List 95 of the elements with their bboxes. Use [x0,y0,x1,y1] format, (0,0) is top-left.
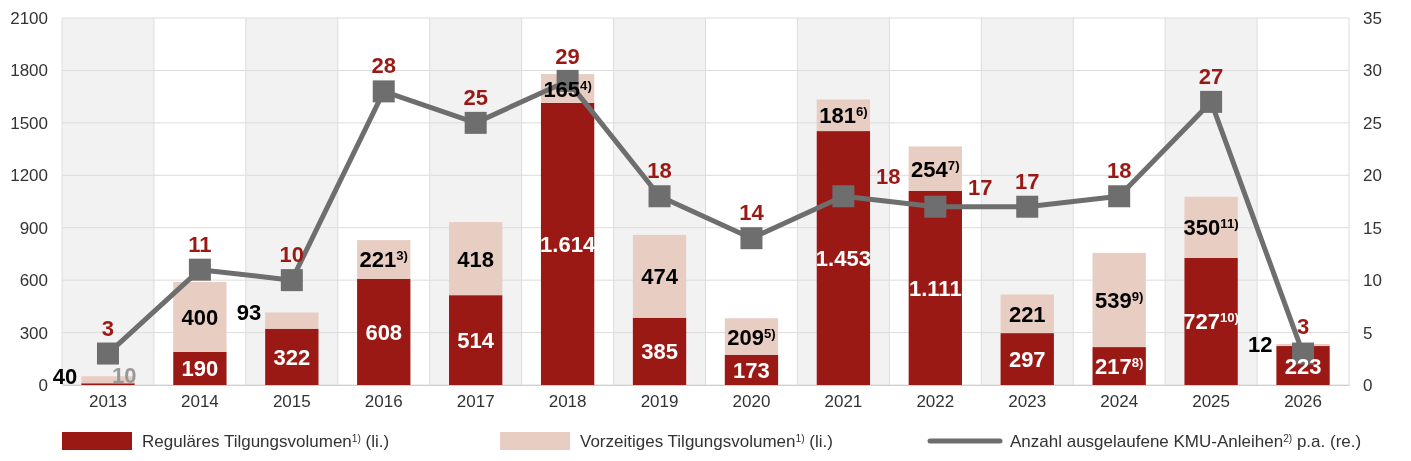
data-label: 350$^{11)}$ [1183,215,1239,241]
y-tick-label: 1200 [10,166,48,186]
y-tick-label: 1800 [10,61,48,81]
bar [173,281,227,352]
bar [357,278,411,385]
point [464,111,487,134]
point [832,185,855,208]
x-tick-label: 2014 [180,392,219,412]
data-label: 223 [1284,353,1322,379]
data-label: 3 [1296,313,1310,339]
data-label: 400 [181,304,219,330]
point [1016,195,1039,218]
point [96,342,119,365]
data-label: 40 [52,364,78,390]
data-label: 10 [279,242,305,268]
bar [1184,257,1238,385]
data-label: 29 [555,44,580,70]
y-tick-label: 0 [38,375,48,395]
x-tick-label: 2013 [89,392,127,412]
bar [449,295,503,385]
x-tick-label: 2015 [272,392,311,412]
bar [908,190,962,385]
point [1108,185,1131,208]
y2-tick-label: 0 [1363,375,1373,395]
y2-tick-label: 35 [1363,8,1382,28]
y2-tick-label: 30 [1363,61,1382,81]
x-tick-label: 2023 [1008,392,1047,412]
y2-tick-label: 20 [1363,166,1382,186]
bar [449,222,503,296]
point [648,185,671,208]
bar [265,312,319,329]
x-tick-label: 2019 [640,392,679,412]
data-label: 12 [1247,331,1273,357]
legend-label: Reguläres Tilgungsvolumen$^{1)}$ (li.) [142,432,390,451]
y2-tick-label: 10 [1363,271,1382,291]
x-tick-label: 2025 [1192,392,1231,412]
data-label: 173 [733,357,770,383]
data-label: 18 [876,164,901,190]
data-label: 18 [647,158,672,184]
data-label: 190 [181,356,219,382]
x-tick-label: 2016 [364,392,403,412]
data-label: 221$^{3)}$ [359,247,408,273]
point [924,195,947,218]
data-label: 14 [739,200,765,226]
data-label: 25 [463,84,488,110]
point [740,227,763,250]
data-label: 608 [365,319,403,345]
point [280,269,303,292]
legend-label: Vorzeitiges Tilgungsvolumen$^{1)}$ (li.) [580,432,833,451]
data-label: 217$^{8)}$ [1094,354,1144,380]
y-tick-label: 1500 [10,113,48,133]
data-label: 209$^{5)}$ [727,324,776,350]
data-label: 10 [111,363,137,388]
data-label: 3 [101,315,115,341]
data-label: 514 [457,328,495,354]
data-label: 93 [236,300,262,326]
data-label: 17 [1015,168,1040,194]
data-label: 18 [1106,158,1132,184]
x-tick-label: 2018 [548,392,587,412]
bar [540,102,595,385]
y2-tick-label: 25 [1363,113,1382,133]
x-tick-label: 2024 [1100,392,1139,412]
data-label: 418 [457,246,495,272]
y-tick-label: 900 [19,218,48,238]
data-label: 254$^{7)}$ [911,156,960,182]
x-tick-label: 2017 [456,392,495,412]
data-label: 539$^{9)}$ [1094,287,1144,313]
data-label: 1.111 [909,275,962,301]
x-tick-label: 2026 [1284,392,1322,412]
data-label: 27 [1198,63,1224,89]
x-tick-label: 2022 [916,392,955,412]
data-label: 11 [188,231,212,257]
data-label: 181$^{6)}$ [819,103,868,129]
bar [816,131,871,385]
y2-tick-label: 15 [1363,218,1382,238]
legend-label: Anzahl ausgelaufene KMU-Anleihen$^{2)}$ p.a. (re.) [1010,432,1362,451]
data-label: 297 [1008,347,1046,373]
data-label: 385 [641,339,678,365]
y-tick-label: 600 [19,271,48,291]
data-label: 322 [273,344,311,370]
point [1200,90,1223,113]
data-label: 28 [371,53,396,79]
y-tick-label: 2100 [10,8,48,28]
y-tick-label: 300 [19,323,48,343]
bar [632,234,687,318]
bar [1092,252,1146,348]
point [372,80,395,103]
x-tick-label: 2020 [732,392,771,412]
data-label: 221 [1008,301,1046,327]
data-label: 17 [967,174,993,200]
point [188,258,211,281]
data-label: 1.453 [815,246,871,272]
y2-tick-label: 5 [1363,323,1373,343]
data-label: 474 [641,264,679,290]
x-tick-label: 2021 [824,392,863,412]
